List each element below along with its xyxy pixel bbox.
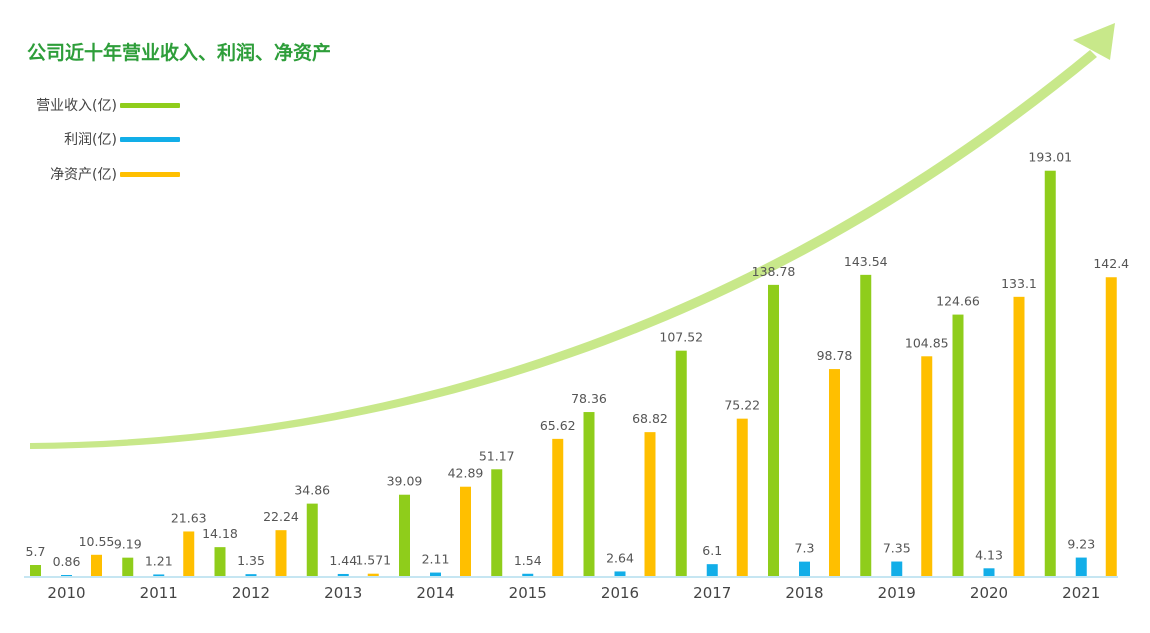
bar-revenue-2020 <box>952 314 964 577</box>
bar-profit-2011 <box>153 574 165 577</box>
growth-arrow-body <box>30 50 1097 449</box>
bar-revenue-2014 <box>399 494 410 577</box>
bar-net-assets-2017 <box>736 418 748 577</box>
data-label-net-assets-2015: 65.62 <box>540 418 576 433</box>
bar-net-assets-2013 <box>367 573 379 577</box>
bar-net-assets-2019 <box>921 356 933 577</box>
bar-net-assets-2015 <box>552 438 564 577</box>
bar-profit-2014 <box>430 572 441 577</box>
bar-profit-2017 <box>706 564 718 577</box>
data-label-net-assets-2012: 22.24 <box>263 509 299 524</box>
legend-label-profit: 利润(亿) <box>64 132 117 148</box>
data-label-net-assets-2019: 104.85 <box>905 335 949 350</box>
bar-net-assets-2011 <box>183 531 195 577</box>
bar-profit-2012 <box>245 574 257 577</box>
bar-profit-2013 <box>337 573 349 577</box>
x-tick-2010: 2010 <box>47 584 85 602</box>
bar-net-assets-2012 <box>275 530 287 577</box>
data-label-net-assets-2010: 10.55 <box>79 534 115 549</box>
data-label-net-assets-2011: 21.63 <box>171 510 207 525</box>
data-label-revenue-2015: 51.17 <box>479 448 515 463</box>
data-label-profit-2021: 9.23 <box>1067 537 1095 552</box>
bar-profit-2018 <box>799 561 810 577</box>
data-label-net-assets-2016: 68.82 <box>632 411 668 426</box>
x-tick-2020: 2020 <box>970 584 1008 602</box>
bar-profit-2015 <box>522 573 534 577</box>
data-label-profit-2017: 6.1 <box>702 543 722 558</box>
legend-swatch-net-assets <box>120 171 180 177</box>
bar-net-assets-2021 <box>1105 277 1117 577</box>
data-label-profit-2010: 0.86 <box>53 554 81 569</box>
x-tick-2014: 2014 <box>416 584 454 602</box>
data-label-revenue-2018: 138.78 <box>752 264 796 279</box>
bar-revenue-2012 <box>214 547 226 577</box>
bar-revenue-2013 <box>306 503 318 577</box>
bar-net-assets-2014 <box>460 486 471 577</box>
data-label-net-assets-2020: 133.1 <box>1001 276 1037 291</box>
bar-revenue-2017 <box>675 350 687 577</box>
growth-arrow-head <box>1073 23 1115 60</box>
x-tick-2012: 2012 <box>232 584 270 602</box>
legend-item-revenue: 营业收入(亿) <box>24 94 180 116</box>
data-label-profit-2014: 2.11 <box>422 552 450 567</box>
x-tick-2016: 2016 <box>601 584 639 602</box>
x-tick-2013: 2013 <box>324 584 362 602</box>
data-label-profit-2020: 4.13 <box>975 547 1003 562</box>
data-label-revenue-2011: 9.19 <box>114 537 142 552</box>
data-label-revenue-2016: 78.36 <box>571 391 607 406</box>
bar-profit-2020 <box>983 568 995 577</box>
bar-revenue-2021 <box>1044 170 1056 578</box>
data-label-revenue-2012: 14.18 <box>202 526 238 541</box>
x-tick-2015: 2015 <box>509 584 547 602</box>
x-tick-2021: 2021 <box>1062 584 1100 602</box>
bar-revenue-2018 <box>768 284 779 577</box>
bar-revenue-2016 <box>583 412 595 577</box>
data-label-revenue-2019: 143.54 <box>844 254 888 269</box>
legend-item-profit: 利润(亿) <box>24 128 180 150</box>
x-tick-2018: 2018 <box>785 584 823 602</box>
data-label-profit-2016: 2.64 <box>606 550 634 565</box>
bar-revenue-2019 <box>860 274 872 577</box>
legend-swatch-profit <box>120 136 180 142</box>
legend-swatch-revenue <box>120 102 180 108</box>
data-label-revenue-2020: 124.66 <box>936 294 980 309</box>
data-label-revenue-2010: 5.7 <box>26 544 46 559</box>
growth-arrow <box>30 23 1115 449</box>
data-label-revenue-2021: 193.01 <box>1028 150 1072 165</box>
bar-revenue-2015 <box>491 469 503 577</box>
bar-profit-2019 <box>891 561 903 577</box>
bar-profit-2021 <box>1075 557 1087 577</box>
data-label-profit-2013: 1.44 <box>329 553 357 568</box>
bar-revenue-2011 <box>122 557 134 577</box>
bar-net-assets-2020 <box>1013 296 1025 577</box>
data-label-net-assets-2021: 142.4 <box>1093 256 1129 271</box>
data-label-profit-2018: 7.3 <box>795 541 815 556</box>
x-tick-2017: 2017 <box>693 584 731 602</box>
chart-title: 公司近十年营业收入、利润、净资产 <box>27 42 332 64</box>
data-label-net-assets-2018: 98.78 <box>817 348 853 363</box>
data-label-revenue-2017: 107.52 <box>659 330 703 345</box>
legend-label-revenue: 营业收入(亿) <box>36 98 117 114</box>
data-label-profit-2015: 1.54 <box>514 553 542 568</box>
data-label-profit-2011: 1.21 <box>145 553 173 568</box>
legend-item-net-assets: 净资产(亿) <box>24 163 180 185</box>
bar-net-assets-2010 <box>91 554 102 577</box>
bar-revenue-2010 <box>30 565 41 577</box>
data-label-profit-2012: 1.35 <box>237 553 265 568</box>
data-label-profit-2019: 7.35 <box>883 541 911 556</box>
bar-net-assets-2016 <box>644 432 656 577</box>
bar-profit-2016 <box>614 571 626 577</box>
bar-net-assets-2018 <box>829 369 840 577</box>
x-tick-2019: 2019 <box>878 584 916 602</box>
data-label-revenue-2013: 34.86 <box>294 483 330 498</box>
data-label-net-assets-2017: 75.22 <box>724 398 760 413</box>
data-label-net-assets-2014: 42.89 <box>448 466 484 481</box>
data-label-net-assets-2013: 1.571 <box>355 553 391 568</box>
data-label-revenue-2014: 39.09 <box>387 474 423 489</box>
legend-label-net-assets: 净资产(亿) <box>50 167 117 183</box>
x-tick-2011: 2011 <box>140 584 178 602</box>
